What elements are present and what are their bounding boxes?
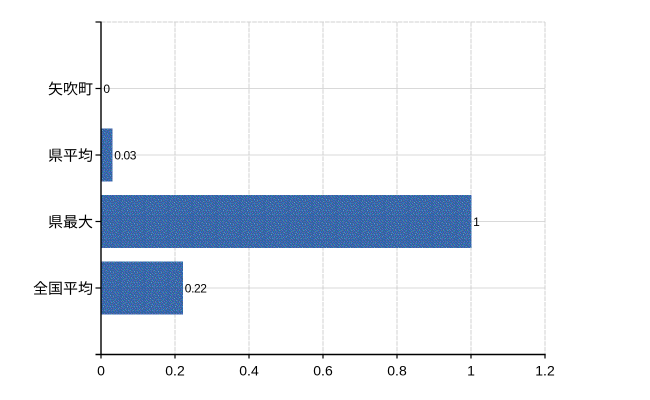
svg-text:0.6: 0.6 bbox=[313, 363, 333, 379]
svg-text:1: 1 bbox=[467, 363, 475, 379]
svg-text:0.22: 0.22 bbox=[185, 282, 207, 296]
svg-text:0: 0 bbox=[103, 82, 110, 96]
svg-text:1.2: 1.2 bbox=[535, 363, 555, 379]
svg-text:0.8: 0.8 bbox=[387, 363, 407, 379]
svg-text:0.03: 0.03 bbox=[114, 149, 136, 163]
svg-text:0.2: 0.2 bbox=[165, 363, 185, 379]
svg-text:0: 0 bbox=[97, 363, 105, 379]
svg-text:0.4: 0.4 bbox=[239, 363, 259, 379]
svg-text:1: 1 bbox=[473, 215, 480, 229]
